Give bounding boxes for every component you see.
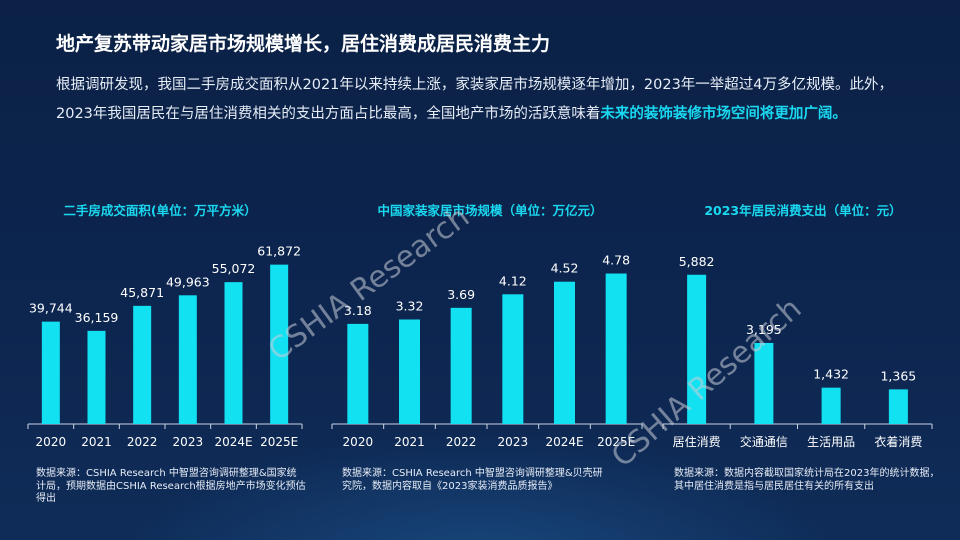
chart1-title: 二手房成交面积(单位：万平方米）	[63, 203, 257, 218]
chart3-tick-label: 生活用品	[807, 435, 855, 449]
chart1-bar	[87, 330, 106, 424]
chart3-bar	[687, 274, 707, 424]
chart2-bar	[399, 319, 420, 424]
chart2-tick-label: 2024E	[545, 435, 583, 449]
chart2-bar	[450, 307, 472, 424]
chart1-tick-label: 2022	[127, 435, 158, 449]
chart1-bar	[224, 282, 243, 424]
chart3-tick-label: 居住消费	[673, 435, 721, 449]
intro-highlight: 未来的装饰装修市场空间将更加广阔。	[600, 106, 847, 122]
chart2-value-label: 3.32	[396, 298, 424, 313]
chart2-bar	[502, 294, 524, 424]
chart2-value-label: 4.78	[602, 253, 630, 268]
chart1-bar	[178, 295, 197, 424]
chart3-tick-label: 交通通信	[740, 434, 788, 449]
chart3-value-label: 1,365	[880, 368, 916, 383]
chart1-bar	[270, 264, 289, 424]
page-title: 地产复苏带动家居市场规模增长，居住消费成居民消费主力	[56, 33, 551, 55]
chart1-value-label: 61,872	[257, 244, 301, 259]
chart2-tick-label: 2020	[343, 435, 374, 449]
chart2-bar	[347, 323, 369, 424]
chart1-tick-label: 2024E	[214, 435, 252, 449]
chart3-source: 数据来源：数据内容截取国家统计局在2023年的统计数据，其中居住消费是指与居民居…	[674, 468, 940, 492]
chart2-source: 数据来源：CSHIA Research 中智盟咨询调研整理&贝壳研究院，数据内容…	[342, 468, 603, 492]
chart1-value-label: 39,744	[29, 301, 73, 316]
chart2-tick-label: 2022	[446, 435, 477, 449]
chart1-tick-label: 2023	[173, 435, 204, 449]
intro-text: 根据调研发现，我国二手房成交面积从2021年以来持续上涨，家装家居市场规模逐年增…	[56, 77, 894, 122]
chart3-value-label: 5,882	[679, 254, 715, 269]
chart2-bar	[605, 273, 627, 424]
chart1-tick-label: 2021	[81, 435, 112, 449]
chart2-tick-label: 2021	[394, 435, 425, 449]
chart3-value-label: 1,432	[813, 367, 849, 382]
chart3-tick-label: 衣着消费	[874, 434, 922, 449]
chart1-value-label: 36,159	[75, 310, 119, 325]
chart2-title: 中国家装家居市场规模（单位：万亿元）	[377, 203, 603, 218]
chart1-tick-label: 2020	[36, 435, 67, 449]
chart1-value-label: 55,072	[212, 261, 256, 276]
chart1-bar	[41, 321, 60, 424]
chart3-title: 2023年居民消费支出（单位：元）	[704, 203, 902, 218]
chart3-bar	[888, 389, 908, 424]
chart2-value-label: 3.69	[447, 287, 475, 302]
chart3-bar	[821, 387, 841, 424]
chart3-value-label: 3,195	[746, 322, 782, 337]
chart3-bar	[754, 342, 774, 424]
chart2-value-label: 4.52	[551, 261, 579, 276]
chart1-value-label: 45,871	[120, 285, 164, 300]
intro-paragraph: 根据调研发现，我国二手房成交面积从2021年以来持续上涨，家装家居市场规模逐年增…	[56, 71, 906, 129]
chart2-bar	[554, 281, 575, 424]
chart2-tick-label: 2023	[498, 435, 529, 449]
chart1-source: 数据来源：CSHIA Research 中智盟咨询调研整理&国家统计局，预期数据…	[36, 468, 306, 504]
chart1-bar	[133, 305, 152, 424]
chart2-value-label: 4.12	[499, 273, 527, 288]
chart2-value-label: 3.18	[344, 303, 372, 318]
chart1-value-label: 49,963	[166, 274, 210, 289]
chart2-tick-label: 2025E	[597, 435, 635, 449]
chart1-tick-label: 2025E	[260, 435, 298, 449]
